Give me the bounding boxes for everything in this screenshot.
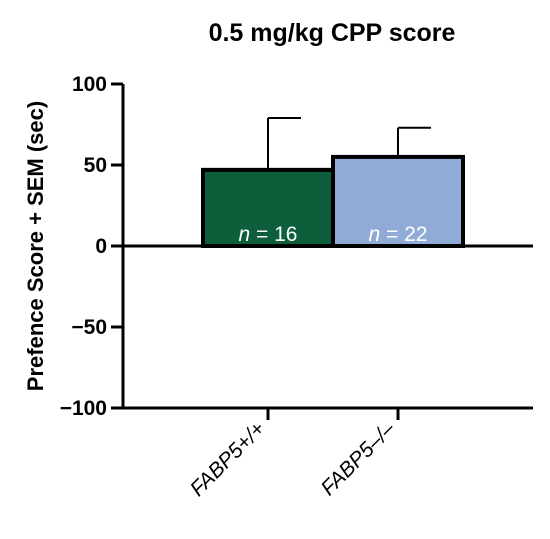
y-tick-label: 50 <box>84 154 107 177</box>
y-tick-label: −50 <box>71 316 107 339</box>
x-category-label: FABP5+/+ <box>186 417 270 501</box>
n-label: n = 16 <box>239 223 298 246</box>
plot-area: 100 50 0 −50 −100 n = 16 FABP5+/+ n = 22 FABP5–/… <box>60 73 533 501</box>
bar <box>331 154 465 248</box>
bar <box>201 167 335 248</box>
y-tick-label: −100 <box>60 397 107 420</box>
chart-title: 0.5 mg/kg CPP score <box>209 19 456 47</box>
y-tick-label: 100 <box>72 73 107 96</box>
x-category-label: FABP5–/– <box>317 417 400 500</box>
y-axis-label: Prefence Score + SEM (sec) <box>23 101 48 391</box>
y-tick-label: 0 <box>95 235 107 258</box>
n-label: n = 22 <box>369 223 428 246</box>
